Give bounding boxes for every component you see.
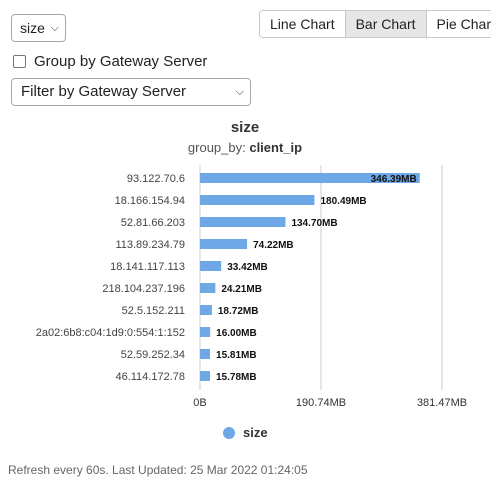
bar-value-label: 134.70MB [291, 218, 337, 229]
category-label: 46.114.172.78 [115, 371, 185, 383]
bar-value-label: 33.42MB [227, 262, 268, 273]
bar-value-label: 15.81MB [216, 350, 257, 361]
bar [200, 173, 420, 183]
gateway-filter-value: Filter by Gateway Server [21, 83, 187, 100]
refresh-status: Refresh every 60s. Last Updated: 25 Mar … [8, 463, 308, 477]
legend-label: size [243, 425, 268, 440]
category-label: 113.89.234.79 [115, 239, 185, 251]
metric-select-value: size [20, 20, 45, 36]
bar [200, 349, 211, 359]
legend-swatch[interactable] [223, 426, 235, 439]
group-by-gateway-checkbox[interactable] [13, 54, 26, 68]
chart-subtitle: group_by: client_ip [188, 140, 302, 155]
category-label: 52.81.66.203 [121, 217, 185, 229]
x-tick-label: 0B [193, 397, 206, 409]
bar-value-label: 15.78MB [216, 372, 257, 383]
bar-value-label: 24.21MB [221, 284, 262, 295]
chart-title: size [231, 119, 259, 136]
bar [200, 305, 212, 315]
tab-pie-chart[interactable]: Pie Chart [425, 11, 491, 37]
bar [200, 327, 211, 337]
bar [200, 195, 315, 205]
tab-line-chart[interactable]: Line Chart [260, 11, 345, 37]
bar-value-label: 16.00MB [216, 328, 257, 339]
chart-subtitle-value: client_ip [249, 140, 302, 155]
x-tick-label: 381.47MB [417, 397, 467, 409]
group-by-gateway-label: Group by Gateway Server [34, 52, 208, 70]
bar [200, 239, 248, 249]
category-label: 52.59.252.34 [121, 349, 185, 361]
category-label: 18.141.117.113 [110, 261, 185, 273]
gateway-filter-select[interactable]: Filter by Gateway Server ⌵ [11, 78, 251, 106]
category-label: 2a02:6b8:c04:1d9:0:554:1:152 [36, 327, 185, 339]
bar [200, 371, 211, 381]
chart-subtitle-prefix: group_by: [188, 140, 249, 155]
chevron-down-icon: ⌵ [235, 86, 244, 98]
category-label: 93.122.70.6 [127, 173, 185, 185]
category-label: 218.104.237.196 [102, 283, 185, 295]
bar [200, 217, 286, 227]
x-tick-label: 190.74MB [296, 397, 346, 409]
bar-value-label: 180.49MB [321, 196, 367, 207]
bar [200, 261, 222, 271]
metric-select[interactable]: size ⌵ [11, 14, 66, 42]
bar [200, 283, 216, 293]
chevron-down-icon: ⌵ [50, 22, 59, 34]
category-label: 18.166.154.94 [115, 195, 185, 207]
bar-chart: size group_by: client_ip 0B 190.74MB 381.47M… [36, 119, 467, 409]
tab-bar-chart[interactable]: Bar Chart [344, 11, 426, 37]
chart-legend: size [223, 425, 268, 440]
bar-value-label: 346.39MB [371, 174, 417, 185]
bar-value-label: 74.22MB [253, 240, 294, 251]
bar-value-label: 18.72MB [218, 306, 259, 317]
group-by-gateway-row: Group by Gateway Server [13, 52, 207, 70]
chart-type-tabs: Line Chart Bar Chart Pie Chart [259, 10, 491, 38]
category-label: 52.5.152.211 [122, 305, 185, 317]
